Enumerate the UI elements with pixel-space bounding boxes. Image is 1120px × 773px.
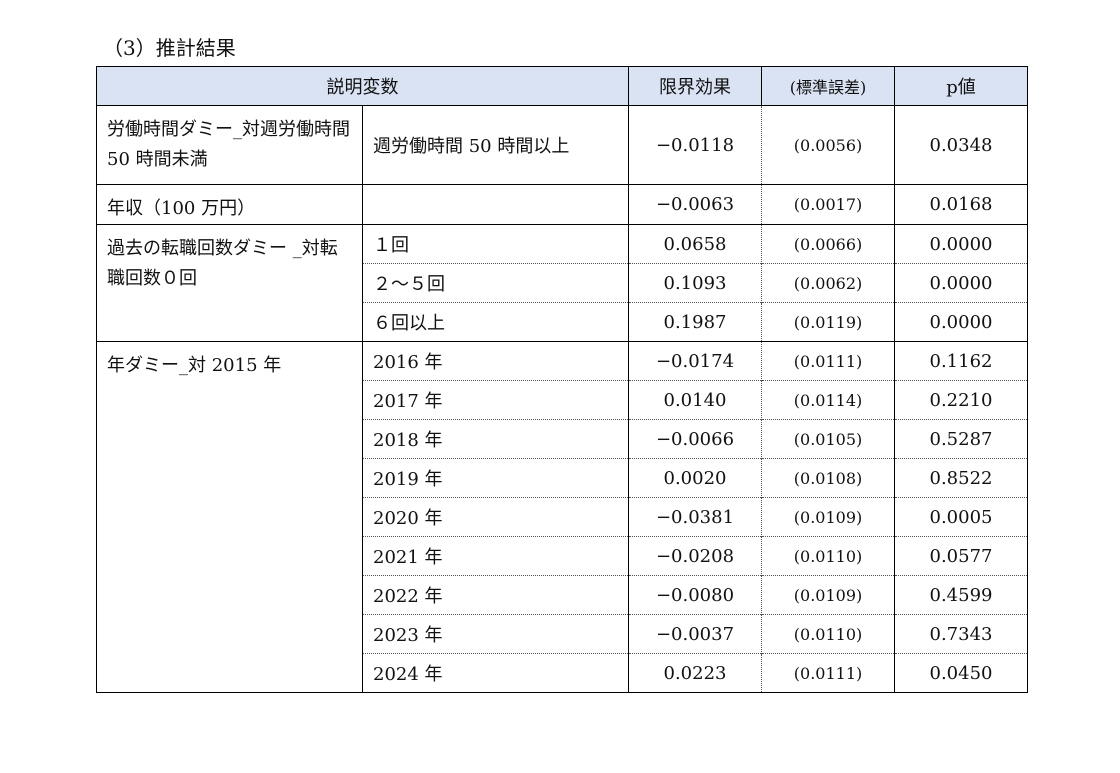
p-value: 0.0577 xyxy=(894,536,1028,576)
p-value: 0.0168 xyxy=(894,184,1028,225)
marginal-effect: 0.1987 xyxy=(628,302,762,342)
marginal-effect: −0.0066 xyxy=(628,419,762,459)
standard-error: (0.0017) xyxy=(761,184,895,225)
header-cell: p値 xyxy=(894,66,1028,106)
group-label: 年ダミー_対 2015 年 xyxy=(96,341,363,693)
standard-error: (0.0066) xyxy=(761,224,895,264)
marginal-effect: 0.0223 xyxy=(628,653,762,693)
table-row: 過去の転職回数ダミー _対転職回数０回 １回 0.0658 (0.0066) 0.000… xyxy=(96,224,1028,342)
standard-error: (0.0109) xyxy=(761,497,895,537)
sub-label: 2023 年 xyxy=(362,614,629,654)
p-value: 0.8522 xyxy=(894,458,1028,498)
p-value: 0.1162 xyxy=(894,341,1028,381)
standard-error: (0.0062) xyxy=(761,263,895,303)
table-row: 年ダミー_対 2015 年 2016 年 −0.0174 (0.0111) 0.1162 xyxy=(96,341,1028,693)
sub-label: 2022 年 xyxy=(362,575,629,615)
p-value: 0.0000 xyxy=(894,224,1028,264)
table-row: ２～５回 0.1093 (0.0062) 0.0000 xyxy=(97,263,1028,303)
standard-error: (0.0110) xyxy=(761,614,895,654)
table-row: 2018 年 −0.0066 (0.0105) 0.5287 xyxy=(97,419,1028,459)
sub-label: １回 xyxy=(362,224,629,264)
marginal-effect: −0.0208 xyxy=(628,536,762,576)
marginal-effect: −0.0174 xyxy=(628,341,762,381)
sub-label xyxy=(362,184,629,225)
header-cell: 限界効果 xyxy=(628,66,762,106)
standard-error: (0.0110) xyxy=(761,536,895,576)
table-row: 2019 年 0.0020 (0.0108) 0.8522 xyxy=(97,458,1028,498)
results-table: 説明変数 限界効果 (標準誤差) p値 労働時間ダミー_対週労働時間 50 時間… xyxy=(96,66,1028,693)
table-row: 2024 年 0.0223 (0.0111) 0.0450 xyxy=(97,653,1028,693)
standard-error: (0.0109) xyxy=(761,575,895,615)
p-value: 0.7343 xyxy=(894,614,1028,654)
sub-label: 2021 年 xyxy=(362,536,629,576)
section-title: （3）推計結果 xyxy=(103,36,236,60)
group-label: 年収（100 万円） xyxy=(96,184,363,225)
p-value: 0.0000 xyxy=(894,302,1028,342)
p-value: 0.0005 xyxy=(894,497,1028,537)
table-row: 労働時間ダミー_対週労働時間 50 時間未満 週労働時間 50 時間以上 −0.01… xyxy=(96,105,1028,185)
p-value: 0.0000 xyxy=(894,263,1028,303)
marginal-effect: −0.0381 xyxy=(628,497,762,537)
standard-error: (0.0105) xyxy=(761,419,895,459)
group-label: 過去の転職回数ダミー _対転職回数０回 xyxy=(96,224,363,342)
marginal-effect: −0.0063 xyxy=(628,184,762,225)
table-row: 2020 年 −0.0381 (0.0109) 0.0005 xyxy=(97,497,1028,537)
sub-label: ２～５回 xyxy=(362,263,629,303)
standard-error: (0.0108) xyxy=(761,458,895,498)
header-cell: 説明変数 xyxy=(96,66,629,106)
header-cell: (標準誤差) xyxy=(761,66,895,106)
sub-label: ６回以上 xyxy=(362,302,629,342)
table-row: 2017 年 0.0140 (0.0114) 0.2210 xyxy=(97,380,1028,420)
standard-error: (0.0114) xyxy=(761,380,895,420)
sub-label: 2024 年 xyxy=(362,653,629,693)
sub-label: 2020 年 xyxy=(362,497,629,537)
marginal-effect: −0.0080 xyxy=(628,575,762,615)
p-value: 0.4599 xyxy=(894,575,1028,615)
standard-error: (0.0056) xyxy=(761,105,895,185)
group-label: 労働時間ダミー_対週労働時間 50 時間未満 xyxy=(96,105,363,185)
p-value: 0.0348 xyxy=(894,105,1028,185)
p-value: 0.2210 xyxy=(894,380,1028,420)
sub-label: 2016 年 xyxy=(362,341,629,381)
standard-error: (0.0111) xyxy=(761,341,895,381)
marginal-effect: 0.1093 xyxy=(628,263,762,303)
table-row: 2021 年 −0.0208 (0.0110) 0.0577 xyxy=(97,536,1028,576)
p-value: 0.0450 xyxy=(894,653,1028,693)
table-row: ６回以上 0.1987 (0.0119) 0.0000 xyxy=(97,302,1028,342)
header-row: 説明変数 限界効果 (標準誤差) p値 xyxy=(96,66,1028,106)
table-row: 2022 年 −0.0080 (0.0109) 0.4599 xyxy=(97,575,1028,615)
sub-label: 2019 年 xyxy=(362,458,629,498)
sub-label: 2017 年 xyxy=(362,380,629,420)
marginal-effect: 0.0658 xyxy=(628,224,762,264)
sub-label: 2018 年 xyxy=(362,419,629,459)
table-row: 2023 年 −0.0037 (0.0110) 0.7343 xyxy=(97,614,1028,654)
marginal-effect: 0.0140 xyxy=(628,380,762,420)
standard-error: (0.0111) xyxy=(761,653,895,693)
standard-error: (0.0119) xyxy=(761,302,895,342)
marginal-effect: −0.0037 xyxy=(628,614,762,654)
sub-label: 週労働時間 50 時間以上 xyxy=(362,105,629,185)
marginal-effect: −0.0118 xyxy=(628,105,762,185)
marginal-effect: 0.0020 xyxy=(628,458,762,498)
p-value: 0.5287 xyxy=(894,419,1028,459)
table-row: 年収（100 万円） −0.0063 (0.0017) 0.0168 xyxy=(96,184,1028,225)
